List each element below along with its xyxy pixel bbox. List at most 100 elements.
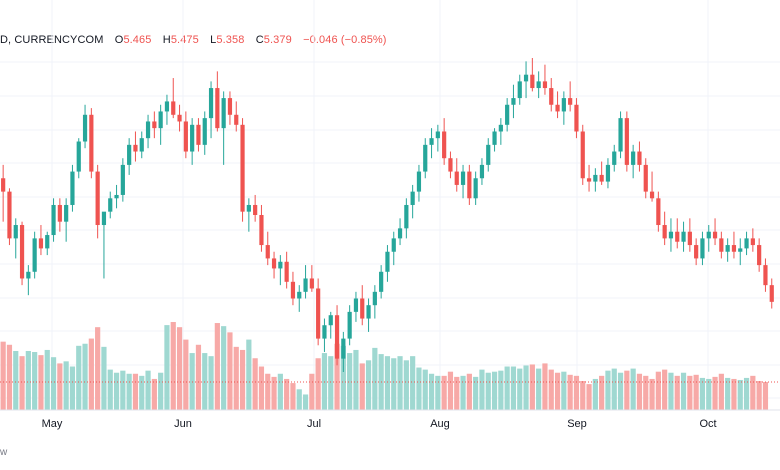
volume-bar bbox=[536, 368, 542, 410]
candle-body bbox=[668, 231, 674, 239]
candle-body bbox=[448, 158, 453, 172]
candle bbox=[593, 168, 598, 192]
volume-bar bbox=[120, 370, 126, 410]
candle-body bbox=[145, 121, 151, 139]
candle-body bbox=[467, 171, 472, 199]
candle bbox=[38, 225, 44, 256]
volume-bar bbox=[561, 371, 567, 410]
candle bbox=[70, 164, 75, 212]
volume-bar bbox=[139, 375, 145, 410]
candle-body bbox=[7, 191, 12, 239]
candle bbox=[549, 78, 554, 112]
candle bbox=[536, 71, 541, 99]
candle bbox=[120, 158, 125, 202]
candle-body bbox=[240, 124, 245, 212]
candle-body bbox=[51, 204, 56, 236]
candle-body bbox=[183, 121, 188, 152]
candle bbox=[95, 164, 100, 239]
candle-body bbox=[190, 124, 195, 152]
candle bbox=[542, 64, 548, 95]
candle-body bbox=[429, 138, 434, 145]
candle bbox=[215, 71, 220, 132]
volume-bars bbox=[0, 322, 769, 410]
candle-body bbox=[38, 238, 44, 249]
candle bbox=[322, 318, 327, 352]
candle-body bbox=[631, 151, 636, 165]
volume-bar bbox=[580, 381, 586, 410]
candle-body bbox=[511, 98, 516, 105]
volume-bar bbox=[195, 344, 202, 410]
x-tick-label-may: May bbox=[42, 418, 63, 430]
candle bbox=[208, 81, 214, 139]
volume-bar bbox=[284, 378, 290, 410]
candle bbox=[265, 231, 270, 266]
candle-body bbox=[586, 178, 592, 182]
candle bbox=[190, 118, 195, 165]
candle bbox=[347, 305, 352, 346]
candle bbox=[681, 221, 686, 252]
candle-body bbox=[221, 98, 226, 129]
candle bbox=[719, 231, 724, 259]
candle bbox=[656, 191, 661, 232]
candle-body bbox=[549, 88, 554, 105]
candle-body bbox=[334, 315, 340, 359]
candle bbox=[649, 171, 655, 202]
candle bbox=[750, 228, 755, 252]
volume-bar bbox=[605, 370, 611, 410]
candle bbox=[145, 114, 151, 149]
candles bbox=[1, 58, 774, 372]
volume-bar bbox=[718, 373, 724, 410]
volume-bar bbox=[296, 389, 302, 410]
candle bbox=[725, 238, 730, 262]
candle-body bbox=[95, 171, 100, 226]
volume-bar bbox=[271, 376, 277, 410]
candle-body bbox=[763, 265, 768, 286]
candle bbox=[284, 251, 289, 289]
candle bbox=[404, 198, 409, 239]
candle-body bbox=[505, 104, 510, 125]
candle-body bbox=[297, 291, 302, 299]
volume-bar bbox=[6, 344, 13, 410]
candle-body bbox=[372, 291, 377, 306]
low-label: L bbox=[210, 34, 217, 46]
x-tick-label-oct: Oct bbox=[699, 418, 716, 430]
candle bbox=[706, 225, 711, 252]
candle-body bbox=[442, 131, 447, 159]
volume-bar bbox=[504, 366, 510, 410]
volume-bar bbox=[498, 370, 504, 410]
candle bbox=[574, 98, 579, 139]
candle bbox=[221, 91, 226, 165]
volume-bar bbox=[725, 377, 731, 410]
volume-bar bbox=[636, 373, 643, 410]
volume-bar bbox=[258, 366, 265, 410]
volume-bar bbox=[586, 384, 592, 410]
candle-body bbox=[341, 338, 346, 359]
candle bbox=[246, 198, 251, 232]
candle bbox=[517, 74, 522, 105]
candle bbox=[1, 164, 6, 222]
candle bbox=[429, 128, 434, 159]
volume-bar bbox=[183, 339, 189, 410]
candle-body bbox=[316, 288, 321, 339]
volume-bar bbox=[743, 377, 750, 410]
volume-bar bbox=[95, 327, 101, 410]
candle bbox=[486, 138, 491, 172]
candle bbox=[89, 108, 94, 179]
candle-body bbox=[303, 278, 308, 292]
candle bbox=[744, 231, 749, 256]
volume-bar bbox=[706, 378, 712, 410]
candle-body bbox=[120, 164, 125, 195]
candle-body bbox=[706, 231, 711, 239]
candle-body bbox=[353, 298, 359, 312]
open-value: 5.465 bbox=[123, 34, 152, 46]
volume-bar bbox=[479, 369, 485, 410]
candle-body bbox=[108, 198, 113, 212]
candle bbox=[259, 204, 264, 252]
volume-bar bbox=[145, 370, 151, 410]
volume-bar bbox=[617, 372, 624, 410]
volume-bar bbox=[246, 339, 252, 410]
candle-body bbox=[89, 114, 94, 172]
x-tick-label-jul: Jul bbox=[307, 418, 321, 430]
volume-bar bbox=[447, 371, 454, 410]
